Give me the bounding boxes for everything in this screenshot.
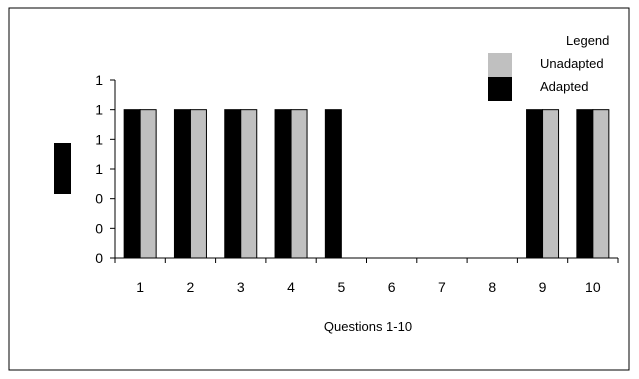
bar-unadapted-10 bbox=[592, 109, 610, 259]
x-axis-label: Questions 1-10 bbox=[324, 319, 412, 334]
x-tick-label-4: 4 bbox=[287, 279, 295, 295]
ticks-layer: 0 0 0 1 1 1 1 1 2 3 4 5 6 7 8 9 10 bbox=[95, 72, 619, 295]
x-tick-label-5: 5 bbox=[337, 279, 345, 295]
bar-adapted-1 bbox=[123, 109, 141, 259]
bar-unadapted-1 bbox=[139, 109, 157, 259]
bar-adapted-3 bbox=[224, 109, 242, 259]
y-tick-label-1: 0 bbox=[95, 220, 103, 236]
legend-label-adapted: Adapted bbox=[540, 79, 588, 94]
bar-unadapted-3 bbox=[240, 109, 258, 259]
legend-swatch-adapted bbox=[488, 77, 512, 101]
legend-swatch-unadapted bbox=[488, 53, 512, 77]
x-tick-label-9: 9 bbox=[539, 279, 547, 295]
bar-adapted-2 bbox=[173, 109, 191, 259]
legend-label-unadapted: Unadapted bbox=[540, 56, 604, 71]
legend: Legend Unadapted Adapted bbox=[488, 33, 609, 101]
y-axis-title-block bbox=[54, 143, 71, 194]
x-tick-label-8: 8 bbox=[488, 279, 496, 295]
y-tick-label-5: 1 bbox=[95, 102, 103, 118]
bar-adapted-9 bbox=[526, 109, 544, 259]
x-tick-label-1: 1 bbox=[136, 279, 144, 295]
bar-unadapted-9 bbox=[542, 109, 560, 259]
y-tick-label-3: 1 bbox=[95, 161, 103, 177]
y-tick-label-4: 1 bbox=[95, 131, 103, 147]
y-tick-label-0: 0 bbox=[95, 250, 103, 266]
bar-adapted-4 bbox=[274, 109, 292, 259]
bar-unadapted-4 bbox=[290, 109, 308, 259]
x-tick-label-2: 2 bbox=[187, 279, 195, 295]
bar-adapted-5 bbox=[324, 109, 342, 259]
x-tick-label-6: 6 bbox=[388, 279, 396, 295]
x-tick-label-7: 7 bbox=[438, 279, 446, 295]
legend-title: Legend bbox=[566, 33, 609, 48]
x-tick-label-3: 3 bbox=[237, 279, 245, 295]
y-tick-label-6: 1 bbox=[95, 72, 103, 88]
bar-unadapted-2 bbox=[189, 109, 207, 259]
bar-adapted-10 bbox=[576, 109, 594, 259]
bars-layer bbox=[123, 109, 610, 259]
chart-frame bbox=[8, 7, 630, 371]
x-tick-label-10: 10 bbox=[585, 279, 601, 295]
y-tick-label-2: 0 bbox=[95, 191, 103, 207]
